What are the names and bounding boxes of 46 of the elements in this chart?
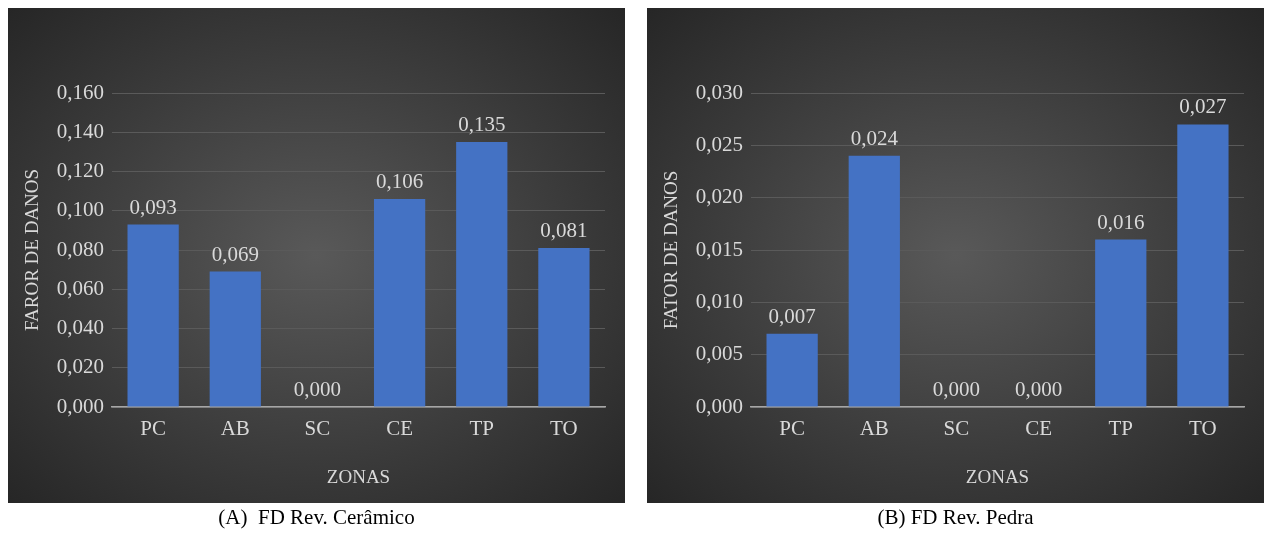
x-tick-label: PC (140, 416, 166, 441)
data-label: 0,000 (1014, 377, 1063, 402)
y-axis-title: FAROR DE DANOS (21, 168, 43, 332)
x-tick-label: TO (1189, 416, 1217, 441)
y-tick-label: 0,020 (56, 354, 105, 379)
x-axis-title: ZONAS (965, 465, 1030, 487)
y-axis-title: FATOR DE DANOS (660, 170, 682, 330)
data-label: 0,007 (768, 303, 816, 328)
x-tick-label: SC (943, 416, 970, 441)
x-tick-label: AB (220, 416, 250, 441)
x-axis-title: ZONAS (326, 465, 391, 487)
data-label: 0,016 (1097, 209, 1145, 234)
data-label: 0,135 (458, 112, 506, 137)
data-label: 0,000 (293, 377, 342, 402)
text: (A) FD Rev. Cerâmico (218, 505, 415, 530)
y-tick-label: 0,025 (695, 131, 744, 156)
data-label: 0,069 (211, 241, 259, 266)
x-tick-label: TP (469, 416, 495, 441)
y-tick-label: 0,080 (56, 236, 105, 261)
x-tick-label: AB (859, 416, 889, 441)
y-tick-label: 0,005 (695, 341, 744, 366)
x-tick-label: CE (1025, 416, 1053, 441)
y-tick-label: 0,140 (56, 118, 105, 143)
data-label: 0,106 (375, 168, 424, 193)
x-tick-label: TO (550, 416, 578, 441)
y-tick-label: 0,000 (56, 393, 105, 418)
y-tick-label: 0,040 (56, 315, 105, 340)
y-tick-label: 0,010 (695, 288, 744, 313)
data-label: 0,024 (850, 125, 899, 150)
data-label: 0,027 (1179, 94, 1227, 119)
text: (B) FD Rev. Pedra (877, 505, 1034, 530)
x-tick-label: TP (1108, 416, 1134, 441)
y-tick-label: 0,000 (695, 393, 744, 418)
y-tick-label: 0,120 (56, 158, 105, 183)
x-tick-label: SC (304, 416, 331, 441)
data-label: 0,081 (540, 218, 588, 243)
y-tick-label: 0,015 (695, 236, 744, 261)
y-tick-label: 0,020 (695, 184, 744, 209)
y-tick-label: 0,030 (695, 79, 744, 104)
y-tick-label: 0,160 (56, 79, 105, 104)
data-label: 0,000 (932, 377, 981, 402)
x-tick-label: PC (779, 416, 805, 441)
y-tick-label: 0,060 (56, 275, 105, 300)
x-tick-label: CE (386, 416, 414, 441)
data-label: 0,093 (129, 194, 177, 219)
y-tick-label: 0,100 (56, 197, 105, 222)
